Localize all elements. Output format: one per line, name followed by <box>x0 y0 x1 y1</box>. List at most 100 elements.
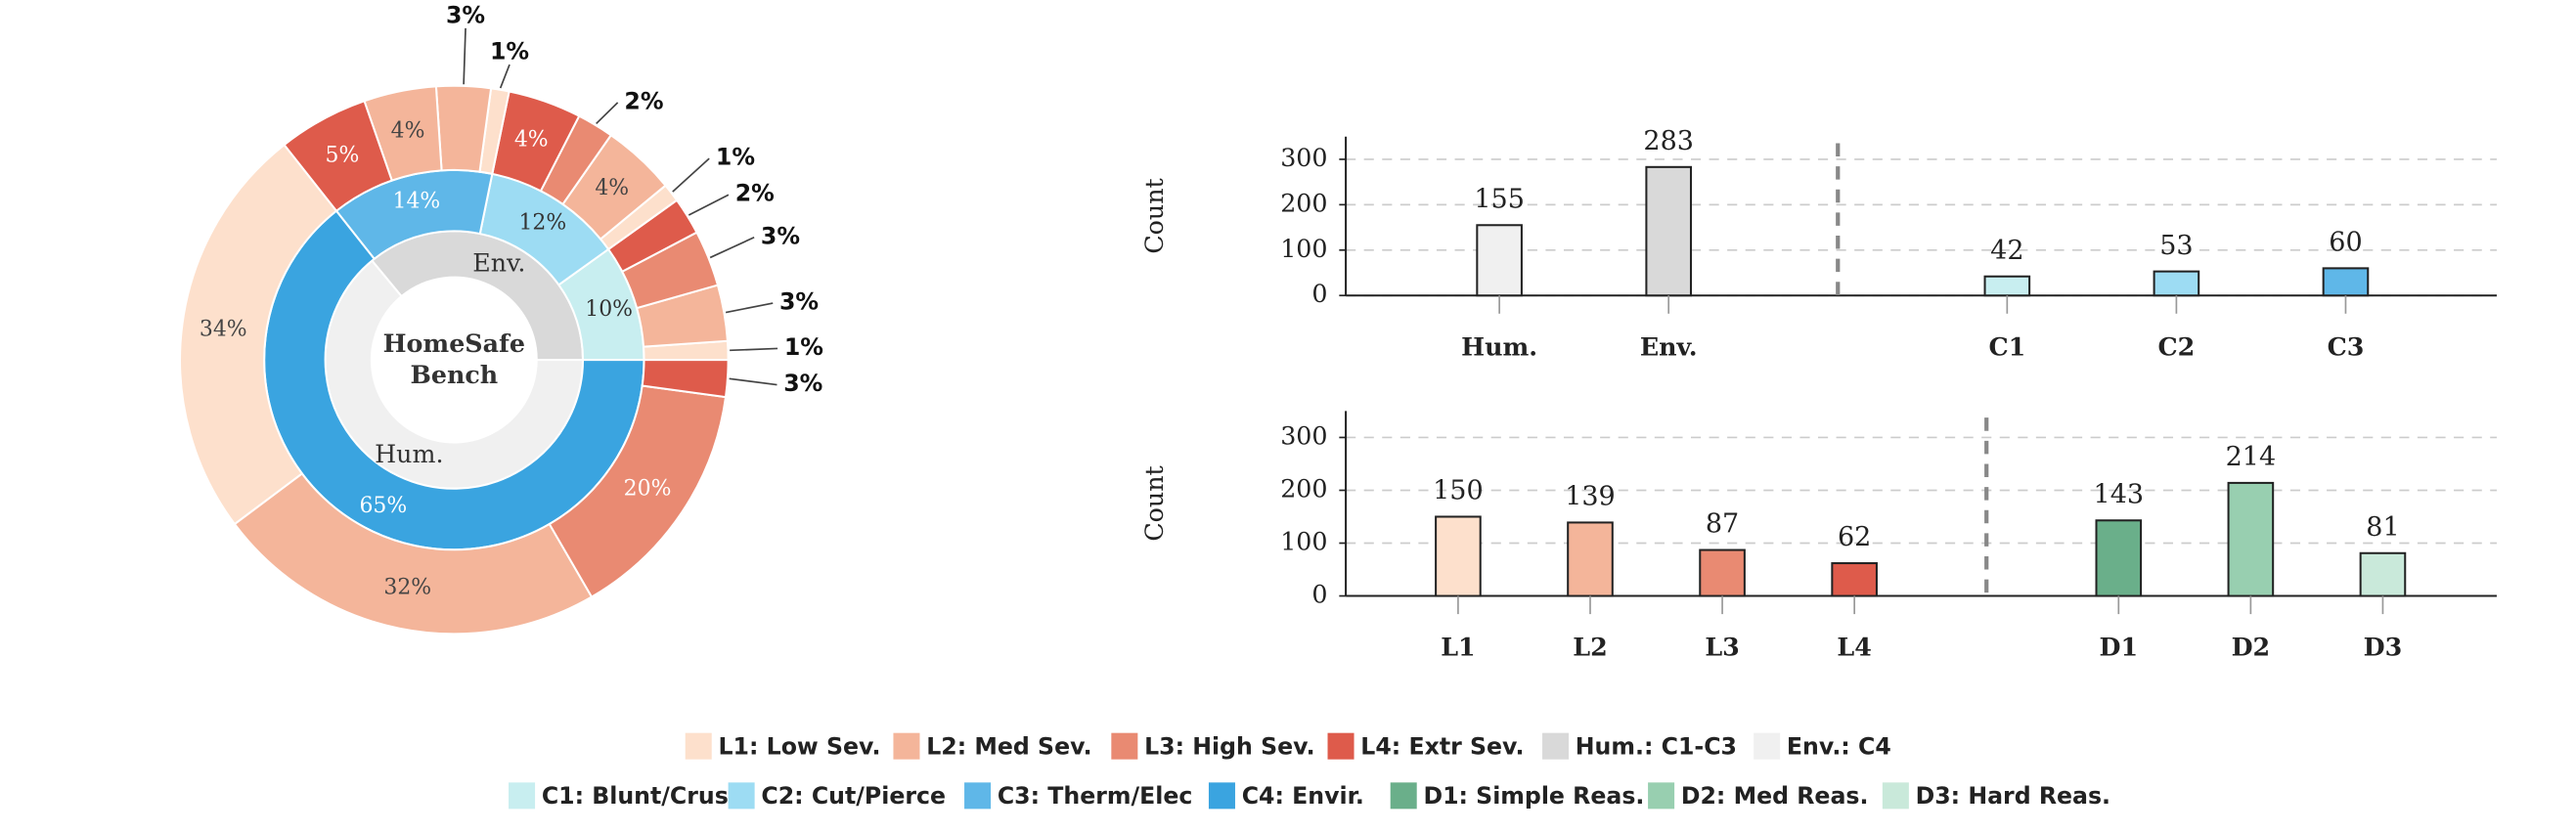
y-tick-label: 0 <box>1311 279 1327 308</box>
slice-label: Hum. <box>375 439 443 468</box>
bar-label: 155 <box>1474 184 1525 214</box>
legend-swatch <box>1390 782 1417 810</box>
bar <box>2227 481 2275 597</box>
x-tick-label: D2 <box>2232 633 2271 662</box>
pie-slice <box>179 143 338 526</box>
y-tick-label: 200 <box>1280 188 1327 217</box>
legend-swatch <box>1754 732 1781 760</box>
bar <box>2153 270 2200 297</box>
y-axis-label: Count <box>1139 465 1169 541</box>
legend-label: L1: Low Sev. <box>718 732 880 760</box>
slice-label-outer: 3% <box>783 370 822 397</box>
x-tick-label: C1 <box>1988 331 2025 361</box>
slice-label: Env. <box>472 247 525 277</box>
bar-label: 143 <box>2094 479 2145 509</box>
slice-label-outer: 3% <box>761 222 800 249</box>
bar-label: 53 <box>2159 231 2193 261</box>
slice-label-outer: 3% <box>779 288 819 316</box>
leader-line <box>596 102 619 125</box>
slice-label: 12% <box>518 211 566 236</box>
leader-line <box>730 347 778 352</box>
slice-label-outer: 1% <box>490 38 529 66</box>
bar <box>1699 548 1746 597</box>
x-tick-label: D1 <box>2100 633 2139 662</box>
y-tick-label: 100 <box>1280 234 1327 263</box>
y-tick-label: 300 <box>1280 420 1327 450</box>
legend-label: D3: Hard Reas. <box>1916 782 2110 810</box>
leader-line <box>672 157 710 193</box>
legend-label: L2: Med Sev. <box>926 732 1091 760</box>
bar-label: 42 <box>1990 236 2023 266</box>
leader-line <box>709 237 755 259</box>
slice-label-outer: 2% <box>735 180 775 207</box>
y-tick-label: 100 <box>1280 527 1327 556</box>
legend-label: C3: Therm/Elec <box>998 782 1193 810</box>
legend-label: D2: Med Reas. <box>1681 782 1869 810</box>
bar <box>1476 224 1523 297</box>
legend-swatch <box>1648 782 1675 810</box>
x-tick-label: Env. <box>1640 331 1698 361</box>
bar-label: 60 <box>2329 228 2362 258</box>
leader-line <box>463 27 466 85</box>
legend-label: L4: Extr Sev. <box>1360 732 1524 760</box>
bar <box>1435 515 1482 597</box>
slice-label: 34% <box>200 317 247 341</box>
slice-label: 32% <box>383 575 431 599</box>
legend-swatch <box>1208 782 1235 810</box>
legend-swatch <box>1882 782 1909 810</box>
bar <box>1983 275 2031 297</box>
slice-label-outer: 2% <box>624 87 663 114</box>
slice-label-outer: 3% <box>446 2 485 29</box>
center-label: HomeSafe <box>383 329 525 358</box>
slice-label: 4% <box>595 176 629 200</box>
bar <box>1645 165 1692 297</box>
pie <box>179 84 730 636</box>
y-tick-label: 200 <box>1280 473 1327 503</box>
y-axis-label: Count <box>1139 178 1169 253</box>
bar-label: 139 <box>1565 482 1616 512</box>
pie-center <box>371 277 537 443</box>
slice-label: 20% <box>624 477 672 502</box>
pie-slice <box>233 472 594 636</box>
x-tick-label: L4 <box>1837 633 1871 662</box>
leader-line <box>729 377 777 386</box>
y-tick-label: 300 <box>1280 143 1327 172</box>
legend-swatch <box>728 782 755 810</box>
bar <box>1567 521 1614 597</box>
legend-label: Hum.: C1-C3 <box>1576 732 1737 760</box>
x-tick-label: L3 <box>1705 633 1739 662</box>
y-tick-label: 0 <box>1311 580 1327 609</box>
x-tick-label: D3 <box>2364 633 2403 662</box>
legend-swatch <box>685 732 712 760</box>
bar <box>2359 551 2407 597</box>
legend-swatch <box>1111 732 1138 760</box>
slice-label: 4% <box>391 119 425 144</box>
legend-swatch <box>509 782 536 810</box>
leader-line <box>688 194 730 216</box>
legend-label: C1: Blunt/Crush <box>542 782 745 810</box>
legend-label: C2: Cut/Pierce <box>761 782 946 810</box>
legend-swatch <box>893 732 920 760</box>
bar <box>2322 267 2370 297</box>
bar <box>2095 519 2143 597</box>
slice-label-outer: 1% <box>716 144 755 171</box>
slice-label: 65% <box>359 494 407 518</box>
legend-swatch <box>964 782 992 810</box>
slice-label: 14% <box>392 189 440 213</box>
slice-label: 4% <box>514 127 549 152</box>
legend-label: L3: High Sev. <box>1144 732 1314 760</box>
legend-label: C4: Envir. <box>1242 782 1364 810</box>
x-tick-label: C2 <box>2158 331 2196 361</box>
x-tick-label: C3 <box>2328 331 2365 361</box>
x-tick-label: L2 <box>1573 633 1607 662</box>
bar-label: 81 <box>2366 512 2399 543</box>
slice-label-outer: 1% <box>784 333 823 361</box>
center-label: Bench <box>410 360 498 389</box>
leader-line <box>725 302 774 314</box>
legend-swatch <box>1327 732 1355 760</box>
slice-label: 10% <box>585 297 633 322</box>
bar-label: 214 <box>2226 442 2277 472</box>
bar-label: 87 <box>1706 509 1739 540</box>
